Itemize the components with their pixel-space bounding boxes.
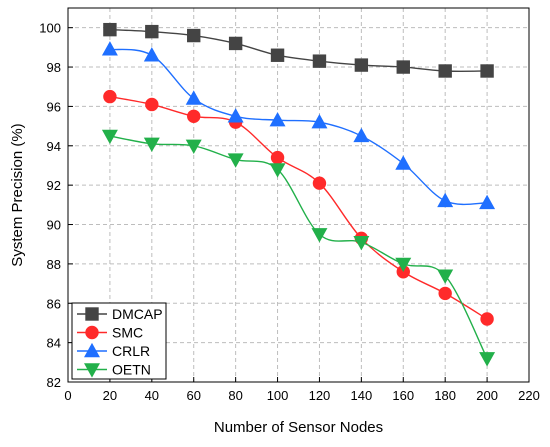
data-point-dmcap: [145, 24, 159, 39]
data-point-oetn: [269, 163, 286, 178]
data-point-oetn: [437, 269, 454, 284]
data-point-dmcap: [270, 48, 285, 62]
legend-label-oetn: OETN: [112, 362, 151, 378]
y-tick-label: 88: [47, 257, 61, 272]
series-dmcap: [103, 22, 494, 78]
data-point-crlr: [395, 155, 412, 170]
data-point-smc: [187, 109, 201, 123]
series-oetn: [101, 129, 496, 367]
x-tick-label: 120: [309, 388, 331, 403]
series-smc: [103, 89, 494, 326]
series-crlr: [101, 41, 496, 210]
x-tick-label: 220: [518, 388, 540, 403]
y-tick-label: 86: [47, 296, 61, 311]
data-point-dmcap: [438, 64, 452, 78]
x-tick-label: 180: [434, 388, 456, 403]
data-point-oetn: [395, 257, 412, 273]
x-tick-label: 0: [64, 388, 71, 403]
plot-frame: [67, 7, 530, 383]
x-tick-label: 40: [145, 388, 159, 403]
data-point-dmcap: [228, 36, 243, 51]
legend: DMCAP SMC CRLR OETN: [71, 302, 167, 380]
data-point-oetn: [353, 236, 370, 251]
data-point-dmcap: [187, 28, 201, 43]
data-point-dmcap: [103, 22, 117, 37]
axes: 0 20 40 60 80 100 120 140 160 180 200 220 82 84 86 88 90…: [39, 21, 540, 403]
y-tick-label: 98: [47, 60, 61, 75]
data-point-crlr: [143, 47, 160, 62]
data-point-oetn: [227, 153, 244, 168]
y-tick-label: 92: [47, 178, 61, 193]
data-point-crlr: [101, 41, 118, 56]
data-point-oetn: [185, 139, 202, 154]
data-point-oetn: [143, 137, 160, 152]
y-tick-label: 100: [39, 21, 61, 36]
legend-marker-smc: [85, 325, 99, 340]
series-line-crlr: [109, 48, 488, 206]
legend-label-smc: SMC: [112, 325, 143, 341]
data-point-smc: [480, 312, 494, 326]
x-tick-label: 140: [351, 388, 373, 403]
x-axis-title: Number of Sensor Nodes: [214, 419, 383, 436]
legend-marker-dmcap: [85, 307, 99, 321]
data-point-crlr: [185, 90, 202, 105]
y-tick-label: 90: [47, 218, 61, 233]
data-point-crlr: [227, 108, 244, 123]
x-tick-label: 20: [103, 388, 117, 403]
data-point-oetn: [311, 228, 328, 243]
y-tick-label: 94: [47, 139, 61, 154]
legend-label-dmcap: DMCAP: [112, 306, 163, 322]
y-tick-label: 82: [47, 375, 61, 390]
legend-marker-crlr: [84, 342, 100, 358]
data-point-crlr: [437, 192, 454, 208]
x-tick-label: 160: [392, 388, 414, 403]
legend-label-crlr: CRLR: [112, 343, 150, 359]
legend-marker-oetn: [84, 363, 100, 378]
series-layer: [101, 22, 496, 367]
x-tick-label: 80: [228, 388, 242, 403]
y-tick-label: 96: [47, 99, 61, 114]
data-point-dmcap: [396, 60, 410, 74]
series-line-oetn: [109, 135, 488, 359]
x-tick-label: 200: [476, 388, 498, 403]
data-point-dmcap: [312, 54, 327, 68]
y-axis-title: System Precision (%): [9, 123, 26, 266]
data-point-crlr: [311, 114, 328, 129]
data-point-smc: [103, 89, 117, 104]
data-point-oetn: [479, 352, 496, 367]
series-line-dmcap: [109, 28, 488, 72]
data-point-crlr: [479, 194, 496, 210]
data-point-smc: [145, 97, 159, 112]
x-tick-label: 60: [186, 388, 200, 403]
data-point-crlr: [269, 112, 286, 127]
data-point-smc: [312, 176, 327, 190]
data-point-oetn: [101, 129, 118, 145]
x-tick-label: 100: [267, 388, 289, 403]
data-point-dmcap: [354, 58, 369, 72]
data-point-crlr: [353, 127, 370, 143]
data-point-smc: [270, 150, 285, 165]
y-tick-label: 84: [47, 336, 61, 351]
data-point-dmcap: [480, 64, 494, 78]
data-point-smc: [438, 286, 452, 301]
series-line-smc: [109, 95, 488, 320]
